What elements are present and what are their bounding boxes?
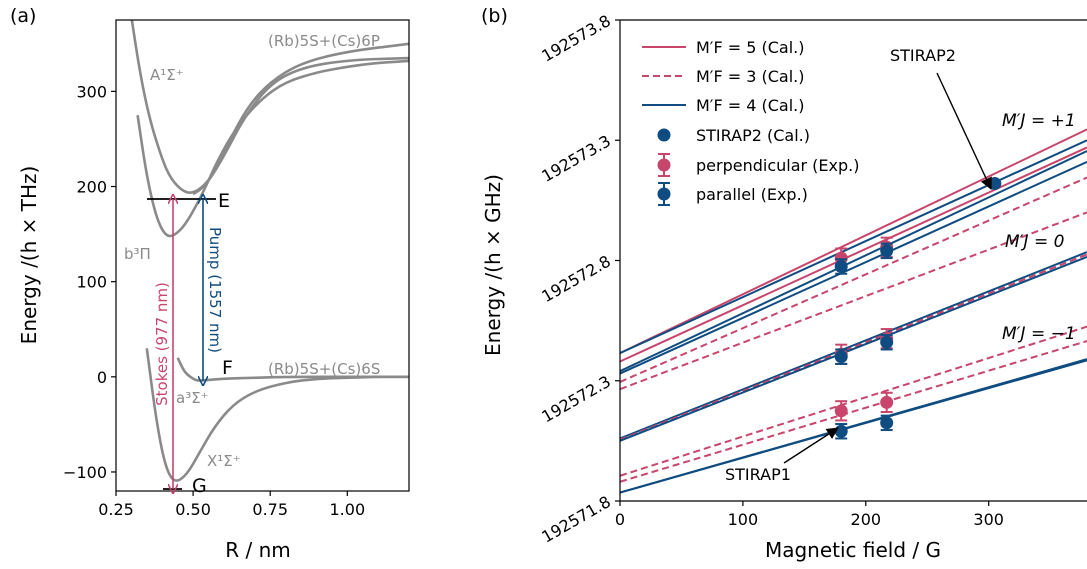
panel-b-xtick-label: 100 xyxy=(728,510,759,529)
panel-b-xtick-label: 300 xyxy=(973,510,1004,529)
panel-b-ytick-label: 192573.3 xyxy=(538,131,614,186)
data-point xyxy=(834,260,848,274)
annotation-stirap1-arrow xyxy=(783,427,839,464)
panel-b-lines xyxy=(620,128,1087,494)
panel-a-ytick-label: 300 xyxy=(76,82,107,101)
panel-a-xtick-label: 0.50 xyxy=(175,500,211,519)
mj-label-zero: M′J = 0 xyxy=(1005,232,1064,252)
curve-label-a1sigma: A¹Σ⁺ xyxy=(150,66,184,84)
legend-marker-stirap2 xyxy=(657,128,671,142)
pump-label: Pump (1557 nm) xyxy=(206,227,224,353)
panel-a-xtick-label: 0.75 xyxy=(252,500,288,519)
panel-b-xtick-label: 200 xyxy=(851,510,882,529)
zeeman-line-13 xyxy=(620,358,1087,494)
zeeman-line-4 xyxy=(620,160,1087,375)
data-point xyxy=(834,350,848,364)
potential-curve-3 xyxy=(130,20,409,194)
state-g-label: G xyxy=(192,475,207,497)
data-point xyxy=(880,335,894,349)
panel-b-ytick-label: 192573.8 xyxy=(538,11,614,66)
panel-b-ytick-label: 192572.8 xyxy=(538,252,614,307)
legend-marker-parallel xyxy=(657,182,671,206)
curve-label-6p: (Rb)5S+(Cs)6P xyxy=(268,32,380,50)
panel-b-ytick-label: 192572.3 xyxy=(538,372,614,427)
legend-label-parallel: parallel (Exp.) xyxy=(696,185,808,204)
legend-label-mf3: M′F = 3 (Cal.) xyxy=(696,67,804,86)
zeeman-line-6 xyxy=(620,211,1087,391)
panel-a-ytick-label: 100 xyxy=(76,273,107,292)
legend-label-perpendicular: perpendicular (Exp.) xyxy=(696,156,859,175)
legend-label-mf5: M′F = 5 (Cal.) xyxy=(696,38,804,57)
curve-label-a3sigma: a³Σ⁺ xyxy=(176,389,209,407)
zeeman-line-5 xyxy=(620,176,1087,383)
zeeman-line-11 xyxy=(620,340,1087,483)
panel-b-xtick-label: 0 xyxy=(615,510,625,529)
potential-curve-0 xyxy=(145,348,409,482)
panel-a-label: (a) xyxy=(10,5,36,27)
data-point xyxy=(880,416,894,430)
state-e-label: E xyxy=(218,190,230,212)
mj-label-minus: M′J = −1 xyxy=(1002,324,1076,344)
panel-b-ylabel: Energy /(h × GHz) xyxy=(481,174,505,356)
panel-a-ylabel: Energy /(h × THz) xyxy=(17,166,41,345)
zeeman-line-9 xyxy=(620,255,1087,442)
zeeman-line-2 xyxy=(620,139,1087,355)
zeeman-line-8 xyxy=(620,253,1087,441)
panel-a-xtick-label: 0.25 xyxy=(98,500,134,519)
panel-a-curves xyxy=(130,20,409,482)
data-point xyxy=(834,424,848,438)
zeeman-line-10 xyxy=(620,325,1087,477)
legend-label-mf4: M′F = 4 (Cal.) xyxy=(696,96,804,115)
panel-a-ytick-label: −100 xyxy=(63,463,107,482)
panel-b-ytick-label: 192571.8 xyxy=(538,492,614,547)
data-point xyxy=(880,395,894,409)
curve-label-6s: (Rb)5S+(Cs)6S xyxy=(268,360,380,378)
legend-label-stirap2: STIRAP2 (Cal.) xyxy=(696,126,810,145)
panel-a-ticks: 0.25 0.50 0.75 1.00 −100 0 100 200 300 xyxy=(63,82,365,519)
legend: M′F = 5 (Cal.) M′F = 3 (Cal.) M′F = 4 (C… xyxy=(642,38,859,206)
potential-curve-4 xyxy=(192,42,409,196)
zeeman-line-7 xyxy=(620,251,1087,440)
zeeman-line-0 xyxy=(620,128,1087,354)
zeeman-line-1 xyxy=(620,146,1087,363)
curve-label-x1sigma: X¹Σ⁺ xyxy=(207,452,241,470)
potential-curve-2 xyxy=(136,59,409,238)
panel-b-label: (b) xyxy=(481,5,508,27)
panel-b-points xyxy=(834,177,1002,440)
data-point xyxy=(880,244,894,258)
panel-a-ytick-label: 200 xyxy=(76,178,107,197)
state-f-label: F xyxy=(222,357,233,379)
panel-a-ytick-label: 0 xyxy=(97,368,107,387)
panel-b-xlabel: Magnetic field / G xyxy=(765,538,941,562)
data-point xyxy=(834,404,848,418)
legend-marker-perpendicular xyxy=(657,153,671,177)
zeeman-line-3 xyxy=(620,150,1087,373)
panel-a-frame xyxy=(115,19,410,492)
curve-label-b3pi: b³Π xyxy=(124,245,151,263)
panel-a-xlabel: R / nm xyxy=(225,538,291,562)
panel-a-xtick-label: 1.00 xyxy=(330,500,366,519)
annotation-stirap2: STIRAP2 xyxy=(890,46,956,65)
stokes-label: Stokes (977 nm) xyxy=(153,282,171,406)
annotation-stirap1: STIRAP1 xyxy=(725,465,791,484)
annotation-stirap2-arrow xyxy=(936,72,992,190)
mj-label-plus: M′J = +1 xyxy=(1002,111,1076,131)
